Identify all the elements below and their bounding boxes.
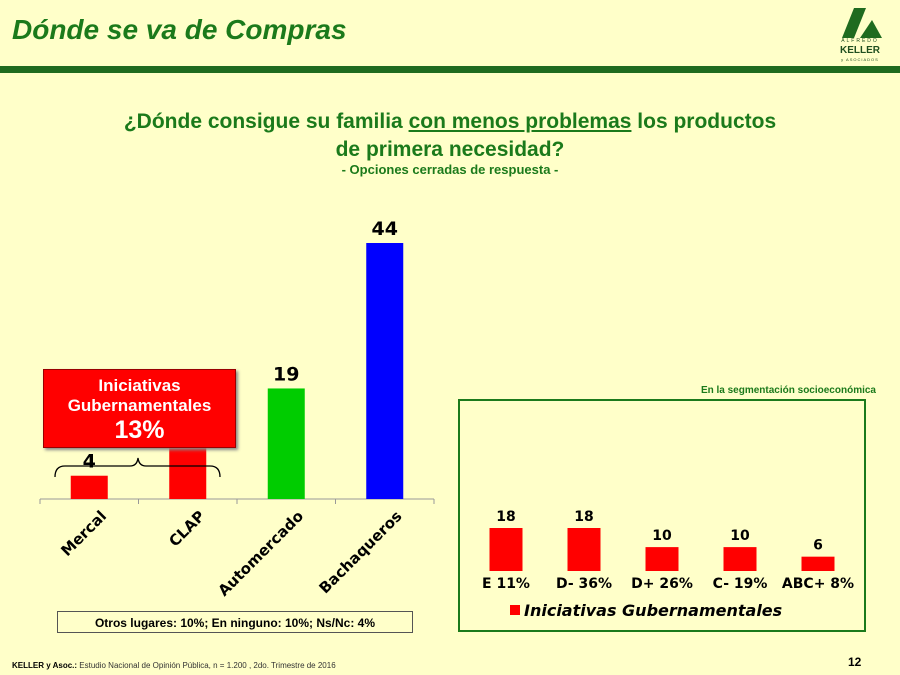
question-pre: ¿Dónde consigue su familia: [123, 110, 409, 133]
main-category-label: CLAP: [165, 507, 208, 550]
callout-line2: Gubernamentales: [67, 396, 212, 415]
question-post: los productos: [631, 110, 777, 133]
seg-category-label: D- 36%: [556, 576, 612, 592]
seg-category-label: E 11%: [482, 576, 530, 592]
question-line2: de primera necesidad?: [335, 138, 565, 161]
segmentation-bar-chart: 18 E 11% 18 D- 36% 10 D+ 26% 10 C- 19% 6 ABC+ 8%I…: [482, 509, 854, 620]
main-bar: [267, 388, 305, 499]
seg-bar: [567, 528, 601, 571]
main-category-label: Automercado: [214, 507, 307, 600]
question-underlined: con menos problemas: [408, 110, 632, 133]
seg-category-label: C- 19%: [713, 576, 768, 592]
seg-bar: [801, 556, 835, 571]
seg-data-label: 18: [574, 509, 593, 525]
page-number: 12: [848, 655, 862, 669]
seg-data-label: 10: [730, 528, 750, 544]
seg-data-label: 6: [813, 538, 823, 554]
seg-bar: [645, 547, 679, 571]
seg-bar: [723, 547, 757, 571]
footer-source-text: Estudio Nacional de Opinión Pública, n =…: [77, 661, 336, 670]
segmentation-caption: En la segmentación socioeconómica: [700, 385, 876, 396]
footer-source: KELLER y Asoc.: Estudio Nacional de Opin…: [12, 661, 336, 670]
callout-value: 13%: [114, 416, 165, 444]
title-rule: [0, 66, 900, 73]
keller-logo: ALFREDO KELLER y ASOCIADOS: [832, 6, 888, 62]
main-bar: [169, 446, 207, 499]
main-data-label: 4: [83, 451, 96, 473]
main-data-label: 44: [372, 218, 398, 240]
segmentation-box: [458, 399, 866, 632]
footer-source-bold: KELLER y Asoc.:: [12, 661, 78, 670]
seg-category-label: D+ 26%: [631, 576, 693, 592]
question-note: - Opciones cerradas de respuesta -: [341, 162, 559, 177]
main-category-label: Bachaqueros: [315, 507, 405, 597]
keller-logo-mark-icon: [842, 8, 882, 38]
seg-bar: [489, 528, 523, 571]
otros-note: Otros lugares: 10%; En ninguno: 10%; Ns/…: [57, 611, 413, 633]
main-bar: [366, 243, 404, 499]
logo-bottom-text: y ASOCIADOS: [841, 57, 879, 62]
logo-top-text: ALFREDO: [841, 38, 879, 44]
main-category-label: Mercal: [57, 507, 110, 560]
page-title: Dónde se va de Compras: [12, 14, 347, 45]
seg-legend-swatch: [510, 605, 520, 615]
question-text: ¿Dónde consigue su familia con menos pro…: [0, 108, 900, 164]
seg-legend-label: Iniciativas Gubernamentales: [524, 601, 782, 620]
iniciativas-callout: Iniciativas Gubernamentales 13%: [43, 369, 236, 448]
logo-name-text: KELLER: [840, 45, 880, 56]
seg-data-label: 10: [652, 528, 672, 544]
seg-category-label: ABC+ 8%: [782, 576, 854, 592]
group-bracket: [54, 457, 221, 478]
main-bar: [70, 475, 108, 499]
callout-line1: Iniciativas: [98, 376, 181, 395]
main-data-label: 19: [273, 363, 299, 385]
seg-data-label: 18: [496, 509, 515, 525]
